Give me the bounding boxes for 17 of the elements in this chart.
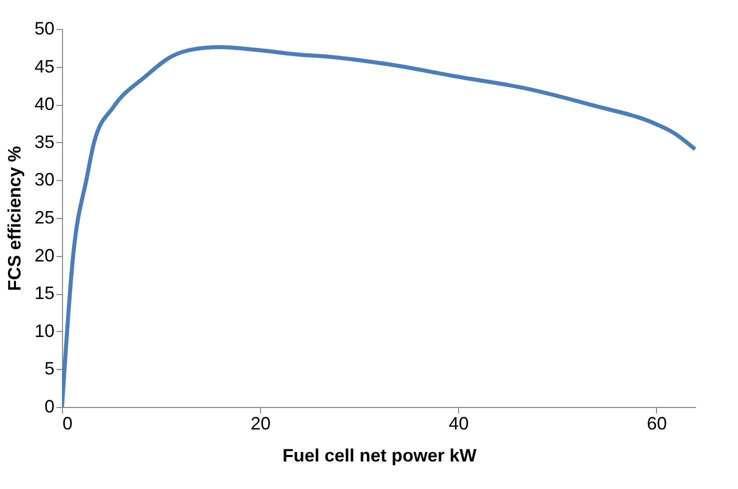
y-tick-label: 10 — [34, 320, 54, 341]
x-axis-title: Fuel cell net power kW — [282, 446, 477, 466]
y-tick-label: 40 — [34, 94, 54, 114]
y-tick-label: 50 — [34, 18, 54, 38]
y-tick-label: 15 — [34, 283, 54, 304]
y-tick-label: 30 — [34, 170, 54, 190]
y-tick-label: 45 — [34, 56, 54, 76]
x-tick-label: 60 — [646, 414, 667, 434]
x-tick-label: 20 — [250, 414, 271, 434]
y-tick-label: 25 — [34, 208, 54, 228]
y-tick-label: 20 — [34, 245, 54, 266]
y-tick-label: 35 — [34, 132, 54, 152]
y-tick-label: 0 — [44, 396, 54, 416]
y-tick-label: 5 — [44, 358, 54, 379]
x-tick-label: 40 — [448, 414, 469, 434]
x-tick-label: 0 — [62, 414, 73, 434]
y-axis-title: FCS efficiency % — [4, 146, 24, 292]
